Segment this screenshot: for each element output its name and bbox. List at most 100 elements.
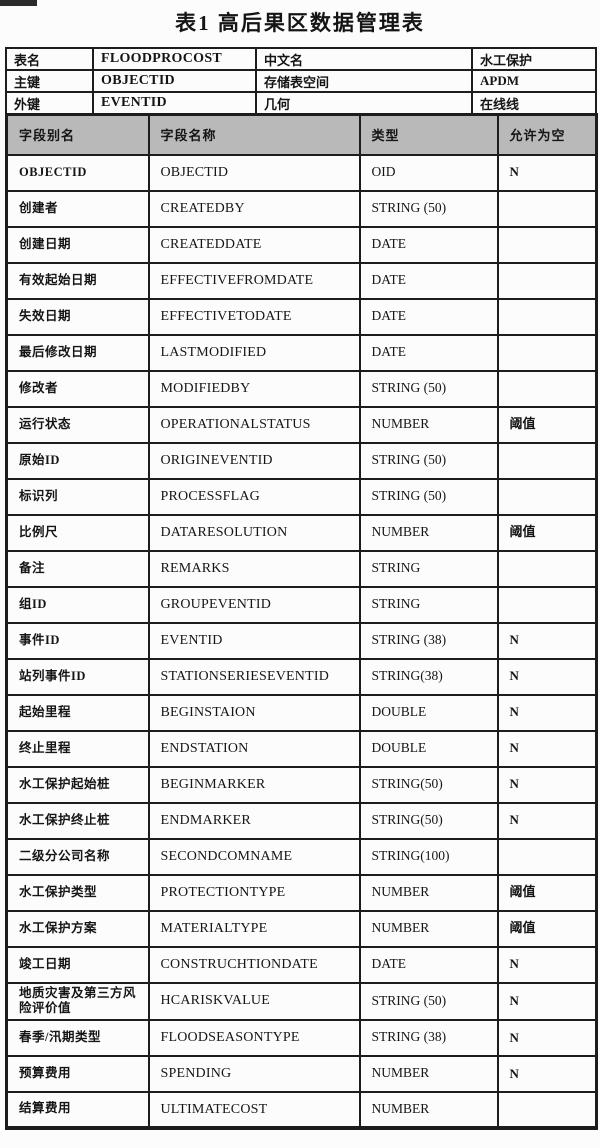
field-name-cell: ENDSTATION <box>147 729 361 768</box>
field-type-cell: STRING(50) <box>358 765 499 804</box>
field-type-cell: NUMBER <box>358 909 499 948</box>
info-value-cell: FLOODPROCOST <box>92 47 257 71</box>
field-type-cell: STRING (50) <box>358 189 499 228</box>
field-name-cell: BEGINSTAION <box>147 693 361 732</box>
field-type-cell: NUMBER <box>358 513 499 552</box>
field-name-cell: ENDMARKER <box>147 801 361 840</box>
field-name-cell: OPERATIONALSTATUS <box>147 405 361 444</box>
table-row: 终止里程 ENDSTATION DOUBLE N <box>5 729 598 768</box>
field-alias-cell: 站列事件ID <box>5 657 150 696</box>
field-alias-cell: 起始里程 <box>5 693 150 732</box>
info-value-cell: 水工保护 <box>471 47 597 71</box>
fields-table: 字段别名 字段名称 类型 允许为空 OBJECTID OBJECTID OID N 创建… <box>5 113 598 1130</box>
field-alias-cell: 水工保护方案 <box>5 909 150 948</box>
field-type-cell: STRING (50) <box>358 441 499 480</box>
table-row: 地质灾害及第三方风险评价值 HCARISKVALUE STRING (50) N <box>5 981 598 1021</box>
field-alias-cell: 有效起始日期 <box>5 261 150 300</box>
field-type-cell: DOUBLE <box>358 693 499 732</box>
field-nullable-cell: N <box>496 765 598 804</box>
field-nullable-cell: 阈值 <box>496 513 598 552</box>
field-name-cell: LASTMODIFIED <box>147 333 361 372</box>
page-title: 表1 高后果区数据管理表 <box>175 11 425 35</box>
field-name-cell: REMARKS <box>147 549 361 588</box>
field-name-cell: CONSTRUCHTIONDATE <box>147 945 361 984</box>
field-alias-cell: 二级分公司名称 <box>5 837 150 876</box>
field-nullable-cell: N <box>496 153 598 192</box>
field-alias-cell: 事件ID <box>5 621 150 660</box>
field-alias-cell: OBJECTID <box>5 153 150 192</box>
field-alias-cell: 地质灾害及第三方风险评价值 <box>5 981 150 1021</box>
field-name-cell: EVENTID <box>147 621 361 660</box>
fields-table-body: OBJECTID OBJECTID OID N 创建者 CREATEDBY STRING (… <box>5 153 598 1129</box>
table-row: 有效起始日期 EFFECTIVEFROMDATE DATE <box>5 261 598 300</box>
info-table: 表名 FLOODPROCOST 中文名 水工保护 主键 OBJECTID 存储表空间 APDM… <box>5 47 597 115</box>
field-type-cell: STRING <box>358 549 499 588</box>
field-alias-cell: 组ID <box>5 585 150 624</box>
field-type-cell: NUMBER <box>358 405 499 444</box>
field-type-cell: STRING (38) <box>358 621 499 660</box>
field-name-cell: HCARISKVALUE <box>147 981 361 1021</box>
field-type-cell: DATE <box>358 261 499 300</box>
field-alias-cell: 终止里程 <box>5 729 150 768</box>
field-name-cell: OBJECTID <box>147 153 361 192</box>
field-alias-cell: 创建者 <box>5 189 150 228</box>
info-value-cell: 在线线 <box>471 91 597 115</box>
field-nullable-cell <box>496 297 598 336</box>
table-row: 结算费用 ULTIMATECOST NUMBER <box>5 1090 598 1129</box>
field-nullable-cell <box>496 225 598 264</box>
table-row: 主键 OBJECTID 存储表空间 APDM <box>5 69 597 93</box>
field-alias-cell: 春季/汛期类型 <box>5 1018 150 1057</box>
field-name-cell: SPENDING <box>147 1054 361 1093</box>
field-nullable-cell: N <box>496 693 598 732</box>
field-alias-cell: 水工保护终止桩 <box>5 801 150 840</box>
table-row: 失效日期 EFFECTIVETODATE DATE <box>5 297 598 336</box>
field-name-cell: EFFECTIVEFROMDATE <box>147 261 361 300</box>
field-nullable-cell <box>496 441 598 480</box>
field-alias-cell: 水工保护类型 <box>5 873 150 912</box>
table-row: 事件ID EVENTID STRING (38) N <box>5 621 598 660</box>
field-name-cell: CREATEDDATE <box>147 225 361 264</box>
table-row: 竣工日期 CONSTRUCHTIONDATE DATE N <box>5 945 598 984</box>
field-name-cell: STATIONSERIESEVENTID <box>147 657 361 696</box>
field-alias-cell: 最后修改日期 <box>5 333 150 372</box>
field-type-cell: STRING <box>358 585 499 624</box>
table-row: 起始里程 BEGINSTAION DOUBLE N <box>5 693 598 732</box>
field-type-cell: DATE <box>358 297 499 336</box>
field-nullable-cell: N <box>496 1018 598 1057</box>
field-name-cell: DATARESOLUTION <box>147 513 361 552</box>
field-nullable-cell: N <box>496 729 598 768</box>
field-type-cell: STRING (50) <box>358 981 499 1021</box>
info-label-cell: 几何 <box>255 91 473 115</box>
table-row: 预算费用 SPENDING NUMBER N <box>5 1054 598 1093</box>
field-nullable-cell: N <box>496 945 598 984</box>
field-nullable-cell <box>496 369 598 408</box>
field-type-cell: DATE <box>358 225 499 264</box>
column-header-name: 字段名称 <box>147 113 361 156</box>
table-row: 最后修改日期 LASTMODIFIED DATE <box>5 333 598 372</box>
field-name-cell: ORIGINEVENTID <box>147 441 361 480</box>
table-row: 站列事件ID STATIONSERIESEVENTID STRING(38) N <box>5 657 598 696</box>
field-name-cell: GROUPEVENTID <box>147 585 361 624</box>
info-table-body: 表名 FLOODPROCOST 中文名 水工保护 主键 OBJECTID 存储表空间 APDM… <box>5 47 597 115</box>
table-row: 水工保护方案 MATERIALTYPE NUMBER 阈值 <box>5 909 598 948</box>
field-nullable-cell: N <box>496 621 598 660</box>
field-nullable-cell <box>496 189 598 228</box>
info-value-cell: EVENTID <box>92 91 257 115</box>
field-nullable-cell: N <box>496 981 598 1021</box>
field-nullable-cell <box>496 585 598 624</box>
table-row: OBJECTID OBJECTID OID N <box>5 153 598 192</box>
field-type-cell: STRING (50) <box>358 369 499 408</box>
field-nullable-cell <box>496 333 598 372</box>
table-row: 原始ID ORIGINEVENTID STRING (50) <box>5 441 598 480</box>
field-type-cell: DATE <box>358 333 499 372</box>
field-name-cell: SECONDCOMNAME <box>147 837 361 876</box>
table-row: 水工保护起始桩 BEGINMARKER STRING(50) N <box>5 765 598 804</box>
table-row: 运行状态 OPERATIONALSTATUS NUMBER 阈值 <box>5 405 598 444</box>
table-row: 创建日期 CREATEDDATE DATE <box>5 225 598 264</box>
column-header-nullable: 允许为空 <box>496 113 598 156</box>
column-header-alias: 字段别名 <box>5 113 150 156</box>
info-label-cell: 主键 <box>5 69 94 93</box>
scan-artifact-mark <box>0 0 37 6</box>
field-nullable-cell <box>496 549 598 588</box>
field-alias-cell: 原始ID <box>5 441 150 480</box>
